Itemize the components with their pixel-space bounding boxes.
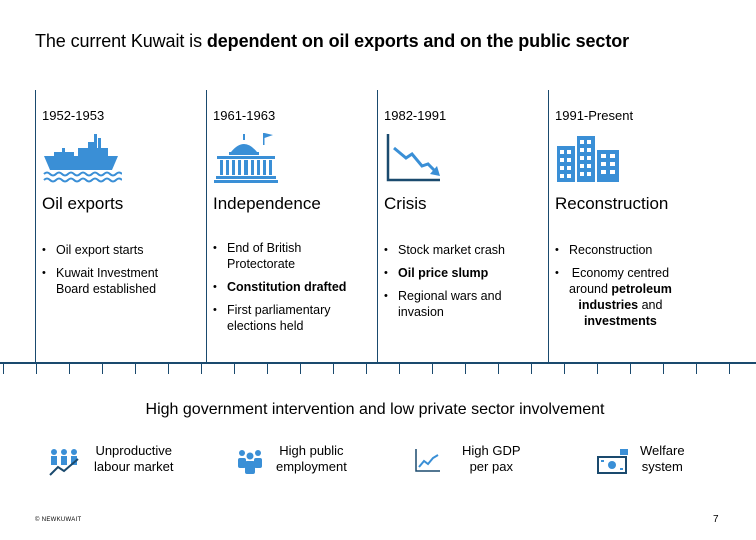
fact-label: High GDP per pax [462,443,521,475]
period-label: 1982-1991 [384,108,447,123]
declining-chart-icon [384,132,444,189]
bullet-text: Constitution drafted [227,280,347,294]
timeline-tick [300,364,301,374]
bullet-item: Kuwait Investment Board established [42,265,158,297]
fact-label-line: employment [276,459,347,474]
fact-label-line: per pax [469,459,513,474]
timeline-tick [201,364,202,374]
bullet-item: First parliamentary elections held [213,302,346,334]
bullet-item: Oil price slump [384,265,505,281]
bullet-list: Stock market crash Oil price slump Regio… [384,242,505,327]
timeline-tick [597,364,598,374]
timeline-column-1961: 1961-1963 Indep [206,90,377,362]
period-label: 1961-1963 [213,108,276,123]
buildings-icon [555,132,621,189]
fact-label-line: system [641,459,683,474]
subtitle-text: High government intervention and low pri… [145,401,605,418]
timeline-tick [531,364,532,374]
ship-icon [42,132,123,189]
fact-label: Unproductive labour market [94,443,173,475]
timeline-tick [36,364,37,374]
bullet-item: Constitution drafted [213,279,346,295]
bullet-text: Regional wars and [398,289,502,303]
timeline-tick [69,364,70,374]
fact-label: Welfare system [640,443,685,475]
bullet-text: Board established [56,282,157,296]
copyright: © NEWKUWAIT [35,517,82,523]
timeline-tick [663,364,664,374]
bullet-text: Reconstruction [569,243,653,257]
bullet-text: Oil price slump [398,266,489,280]
parliament-icon [213,132,279,189]
bullet-list: Oil export starts Kuwait Investment Board… [42,242,158,304]
fact-label-line: High GDP [462,443,521,458]
fact-label: High public employment [276,443,347,475]
bullet-text: End of British [227,241,302,255]
timeline-column-1952: 1952-1953 Oil exports Oil export starts … [35,90,205,362]
fact-label-line: Welfare [640,443,685,458]
timeline-tick [498,364,499,374]
timeline-tick [432,364,433,374]
group-icon [236,447,264,480]
bullet-item: Regional wars and invasion [384,288,505,320]
people-chart-icon [48,447,82,482]
bullet-item: Oil export starts [42,242,158,258]
column-heading: Independence [213,194,321,213]
timeline-tick [630,364,631,374]
timeline-tick [168,364,169,374]
timeline-tick [267,364,268,374]
timeline-tick [465,364,466,374]
bullet-text: Kuwait Investment [56,266,159,280]
column-heading: Oil exports [42,194,124,213]
fact-label-line: labour market [94,459,174,474]
page-title: The current Kuwait is dependent on oil e… [35,31,629,52]
timeline-tick [3,364,4,374]
bullet-item: End of British Protectorate [213,240,346,272]
period-label: 1952-1953 [42,108,105,123]
bullet-item: Stock market crash [384,242,505,258]
timeline-tick [729,364,730,374]
timeline-tick [102,364,103,374]
growth-chart-icon [414,447,442,478]
timeline-tick [234,364,235,374]
timeline-tick [333,364,334,374]
bullet-text: Stock market crash [398,243,505,257]
timeline-tick [399,364,400,374]
bullet-text: First parliamentary [227,303,331,317]
period-label: 1991-Present [555,108,634,123]
section-subtitle: High government intervention and low pri… [0,401,756,419]
column-heading: Reconstruction [555,194,669,213]
fact-label-line: Unproductive [95,443,173,458]
bullet-text: invasion [398,305,444,319]
timeline-tick [564,364,565,374]
timeline-tick [366,364,367,374]
timeline-tick [696,364,697,374]
column-heading: Crisis [384,194,427,213]
timeline-tick [135,364,136,374]
bullet-text: Oil export starts [56,243,144,257]
fact-label-line: High public [279,443,344,458]
title-bold: dependent on oil exports and on the publ… [206,31,630,51]
bullet-text: Protectorate [227,257,296,271]
page-number: 7 [713,514,719,525]
timeline-axis [0,362,756,364]
money-icon [596,447,630,480]
bullet-list: End of British Protectorate Constitution … [213,240,346,341]
title-prefix: The current Kuwait is [35,31,207,51]
bullet-item: Reconstruction [555,242,672,258]
timeline-column-1991: 1991-Present Recons [548,90,756,362]
bullet-text: elections held [227,319,304,333]
bullet-text: Economy centred [571,266,670,280]
timeline-column-1982: 1982-1991 Crisis Stock market crash Oil … [377,90,548,362]
